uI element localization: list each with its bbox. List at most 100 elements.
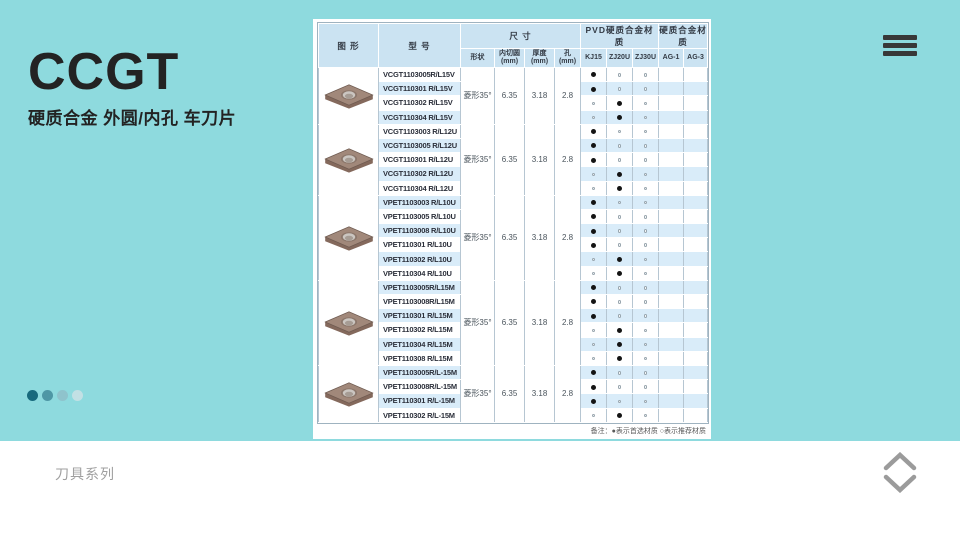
recommended-dot-icon [617, 243, 622, 247]
material-grade-cell [631, 251, 660, 267]
recommended-dot-icon [591, 328, 596, 333]
material-grade-cell [606, 393, 633, 409]
preferred-dot-icon [591, 72, 596, 78]
recommended-dot-icon [643, 129, 648, 134]
preferred-dot-icon [591, 228, 596, 234]
table-row: VCGT1103003 R/L12U 菱形35° 6.35 3.18 2.8 [318, 123, 709, 196]
material-grade-cell [631, 194, 660, 210]
column-header: 形状 [460, 48, 495, 68]
preferred-dot-icon [591, 143, 596, 149]
dimension-cell: 3.18 [524, 194, 555, 281]
table-row: VPET110302 R/L-15M [319, 407, 709, 423]
material-grade-cell [658, 336, 685, 352]
table-row: VCGT1103005R/L15V 菱形35° 6.35 3.18 2.8 [318, 66, 709, 125]
material-grade-cell [658, 350, 685, 366]
pagination-dot[interactable] [72, 390, 83, 401]
material-grade-cell [683, 95, 709, 111]
model-cell: VCGT110301 R/L15V [378, 81, 461, 97]
material-grade-cell [683, 166, 709, 182]
recommended-dot-icon [643, 385, 648, 389]
catalog-panel: 图 形型 号尺 寸 PVD硬质合金材质 硬质合金材质 形状 内切圆 (mm) 厚度 (mm… [313, 19, 711, 439]
material-grade-cell [631, 265, 660, 281]
material-grade-cell [631, 66, 660, 83]
material-grade-cell [606, 265, 633, 281]
preferred-dot-icon [617, 100, 622, 106]
material-grade-cell [580, 180, 607, 196]
material-grade-cell [606, 336, 633, 352]
material-grade-cell [658, 81, 685, 97]
material-grade-cell [580, 166, 607, 182]
material-grade-cell [683, 66, 709, 83]
material-grade-cell [683, 81, 709, 97]
pagination [27, 390, 83, 401]
preferred-dot-icon [591, 129, 596, 135]
material-grade-cell [606, 293, 633, 310]
material-grade-cell [580, 279, 607, 296]
column-group-header: 尺 寸 [460, 23, 581, 49]
model-cell: VPET1103008R/L-15M [378, 379, 461, 395]
model-cell: VPET110302 R/L10U [378, 251, 461, 267]
recommended-dot-icon [643, 115, 648, 120]
material-grade-cell [606, 123, 633, 139]
model-cell: VPET110302 R/L15M [378, 322, 461, 338]
model-cell: VPET110301 R/L15M [378, 308, 461, 324]
preferred-dot-icon [617, 185, 622, 191]
table-row: VPET110302 R/L10U [319, 251, 709, 267]
insert-image-cell [318, 194, 379, 281]
column-header: ZJ30U [631, 48, 660, 68]
dimension-cell: 6.35 [494, 67, 525, 125]
preferred-dot-icon [617, 342, 622, 348]
recommended-dot-icon [617, 129, 622, 134]
material-grade-cell [606, 279, 633, 296]
material-grade-cell [580, 393, 607, 409]
material-grade-cell [631, 223, 660, 239]
table-row: VPET110301 R/L-15M [319, 393, 709, 409]
recommended-dot-icon [617, 286, 622, 290]
preferred-dot-icon [591, 242, 596, 248]
material-grade-cell [683, 237, 709, 253]
pagination-dot[interactable] [57, 390, 68, 401]
dimension-cell: 菱形35° [460, 364, 495, 423]
preferred-dot-icon [591, 384, 596, 390]
model-cell: VPET1103003 R/L10U [378, 194, 461, 210]
dimension-cell: 菱形35° [460, 67, 495, 125]
recommended-dot-icon [643, 158, 648, 162]
material-grade-cell [580, 379, 607, 395]
recommended-dot-icon [643, 144, 648, 148]
preferred-dot-icon [617, 115, 622, 121]
model-cell: VPET1103005 R/L10U [378, 208, 461, 225]
material-grade-cell [683, 393, 709, 409]
pagination-dot[interactable] [42, 390, 53, 401]
material-grade-cell [631, 350, 660, 366]
chevron-up-icon[interactable] [883, 452, 917, 471]
material-grade-cell [580, 81, 607, 97]
model-cell: VCGT1103005R/L15V [378, 66, 461, 83]
material-grade-cell [631, 208, 660, 225]
table-row: VPET1103005 R/L10U [319, 208, 709, 225]
table-row: VPET1103003 R/L10U 菱形35° 6.35 3.18 2.8 [318, 194, 709, 281]
column-group-header: PVD硬质合金材质 [579, 23, 660, 49]
menu-bar [883, 43, 917, 48]
table-row: VCGT110304 R/L15V [319, 109, 709, 125]
material-grade-cell [658, 237, 685, 253]
insert-image [323, 311, 374, 336]
recommended-dot-icon [617, 385, 622, 389]
dimension-cell: 3.18 [524, 67, 555, 125]
pagination-dot[interactable] [27, 390, 38, 401]
recommended-dot-icon [643, 342, 648, 347]
column-header: AG-3 [683, 48, 709, 68]
material-grade-cell [658, 194, 685, 210]
material-grade-cell [631, 407, 660, 423]
recommended-dot-icon [591, 413, 596, 418]
series-label: 刀具系列 [55, 466, 115, 482]
menu-icon[interactable] [883, 35, 917, 59]
model-cell: VCGT1103003 R/L12U [378, 123, 461, 139]
material-grade-cell [658, 208, 685, 225]
model-cell: VPET110304 R/L10U [378, 265, 461, 281]
chevron-down-icon[interactable] [883, 474, 917, 493]
material-grade-cell [658, 166, 685, 182]
dimension-cell: 6.35 [494, 364, 525, 423]
recommended-dot-icon [591, 101, 596, 106]
material-grade-cell [683, 407, 709, 423]
preferred-dot-icon [591, 299, 596, 305]
